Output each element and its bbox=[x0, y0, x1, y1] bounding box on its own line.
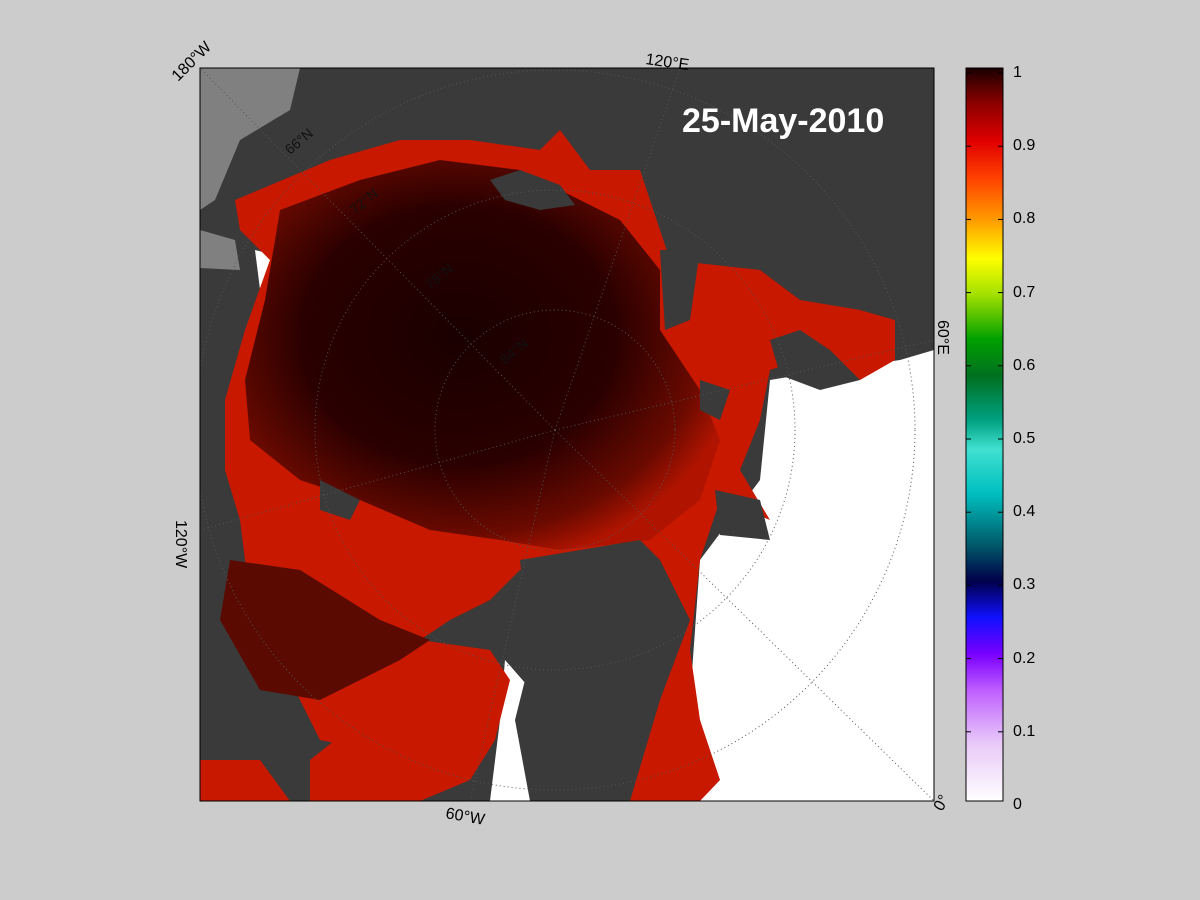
island bbox=[770, 330, 860, 390]
colorbar-tick-label: 0.8 bbox=[1013, 210, 1036, 228]
land-shade-region bbox=[200, 68, 300, 210]
lon-label-60e: 60°E bbox=[934, 320, 951, 355]
ice-margin-region bbox=[200, 760, 290, 801]
colorbar-tick-label: 0.1 bbox=[1013, 722, 1036, 740]
date-label: 25-May-2010 bbox=[682, 102, 884, 140]
lon-label-120e: 120°E bbox=[644, 51, 690, 74]
lon-label-120w: 120°W bbox=[172, 520, 189, 569]
ice-margin-region bbox=[310, 720, 380, 801]
island bbox=[320, 480, 360, 520]
colorbar-tick-label: 0.4 bbox=[1013, 503, 1036, 521]
map-frame bbox=[199, 67, 935, 802]
pack-ice-core bbox=[245, 160, 720, 550]
colorbar-tick-label: 0.3 bbox=[1013, 576, 1036, 594]
lon-label-60w: 60°W bbox=[444, 805, 487, 829]
lon-label-0: 0° bbox=[931, 792, 953, 814]
graticule bbox=[200, 68, 934, 801]
greenland-landmass bbox=[515, 540, 690, 801]
map-area bbox=[200, 68, 934, 801]
colorbar-tick-label: 0.5 bbox=[1013, 430, 1036, 447]
open-water-region bbox=[690, 350, 934, 801]
colorbar-tick-label: 0.7 bbox=[1013, 283, 1036, 301]
colorbar-tick-marks bbox=[966, 72, 1003, 802]
island bbox=[660, 250, 700, 330]
colorbar bbox=[965, 67, 1004, 802]
colorbar-tick-label: 1 bbox=[1013, 64, 1022, 81]
colorbar-tick-label: 0 bbox=[1013, 796, 1022, 813]
archipelago-channels bbox=[220, 560, 430, 700]
island bbox=[715, 490, 770, 540]
island bbox=[490, 170, 575, 210]
colorbar-tick-label: 0.2 bbox=[1013, 649, 1036, 667]
colorbar-tick-label: 0.6 bbox=[1013, 356, 1036, 374]
colorbar-tick-label: 0.9 bbox=[1013, 137, 1036, 155]
land-shade-region bbox=[200, 230, 240, 270]
